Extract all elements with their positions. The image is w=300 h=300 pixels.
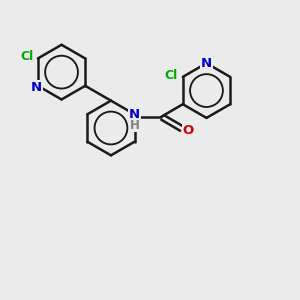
Text: Cl: Cl bbox=[20, 50, 33, 64]
Text: Cl: Cl bbox=[165, 69, 178, 82]
Text: N: N bbox=[201, 57, 212, 70]
Text: O: O bbox=[182, 124, 194, 137]
Text: N: N bbox=[129, 108, 140, 121]
Text: H: H bbox=[130, 118, 140, 131]
Text: N: N bbox=[31, 81, 42, 94]
